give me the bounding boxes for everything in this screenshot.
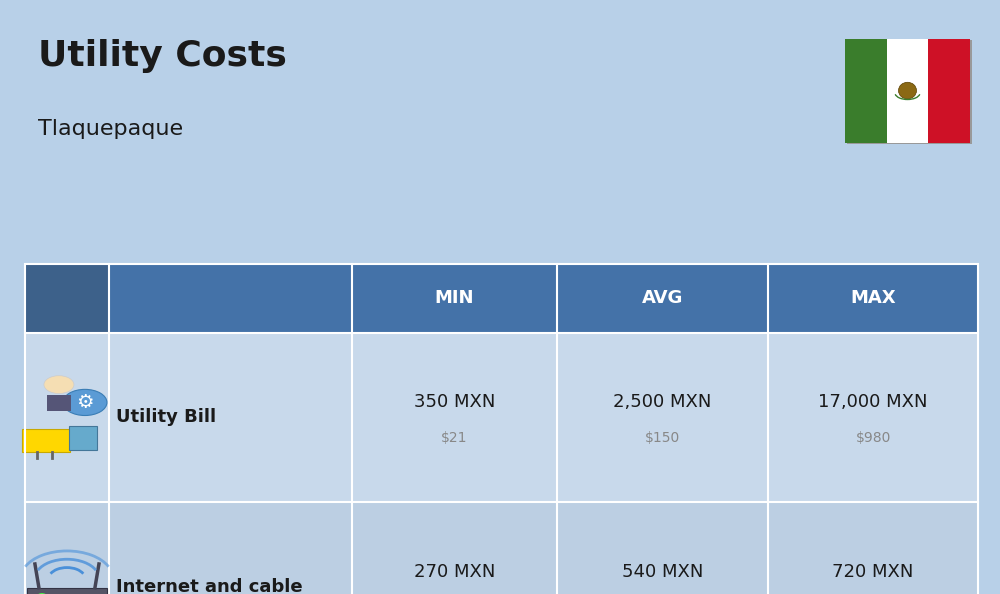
Circle shape bbox=[63, 389, 107, 415]
Bar bbox=[845, 39, 887, 143]
Bar bbox=[847, 40, 972, 144]
Text: $21: $21 bbox=[441, 431, 468, 445]
Bar bbox=[25, 502, 978, 594]
Text: Utility Bill: Utility Bill bbox=[116, 408, 217, 426]
Text: MAX: MAX bbox=[850, 289, 896, 308]
Text: ⚙: ⚙ bbox=[76, 393, 94, 412]
Text: 720 MXN: 720 MXN bbox=[832, 563, 914, 581]
Text: MIN: MIN bbox=[435, 289, 474, 308]
Text: $980: $980 bbox=[855, 431, 891, 445]
Text: Tlaquepaque: Tlaquepaque bbox=[38, 119, 183, 139]
Bar bbox=[69, 426, 97, 450]
Bar bbox=[845, 39, 970, 143]
Text: 350 MXN: 350 MXN bbox=[414, 393, 495, 412]
Text: AVG: AVG bbox=[642, 289, 683, 308]
Bar bbox=[47, 394, 71, 411]
Ellipse shape bbox=[898, 83, 916, 99]
Text: Internet and cable: Internet and cable bbox=[116, 577, 303, 594]
Circle shape bbox=[44, 375, 74, 393]
Text: $150: $150 bbox=[645, 431, 680, 445]
Text: 540 MXN: 540 MXN bbox=[622, 563, 703, 581]
Bar bbox=[25, 333, 978, 502]
Circle shape bbox=[37, 593, 47, 594]
Bar bbox=[928, 39, 970, 143]
Text: 17,000 MXN: 17,000 MXN bbox=[818, 393, 928, 412]
Bar bbox=[27, 587, 107, 594]
Bar bbox=[22, 429, 70, 451]
Bar bbox=[25, 264, 109, 333]
Text: Utility Costs: Utility Costs bbox=[38, 39, 287, 72]
Text: 270 MXN: 270 MXN bbox=[414, 563, 495, 581]
Bar bbox=[25, 264, 978, 333]
Text: 2,500 MXN: 2,500 MXN bbox=[613, 393, 712, 412]
